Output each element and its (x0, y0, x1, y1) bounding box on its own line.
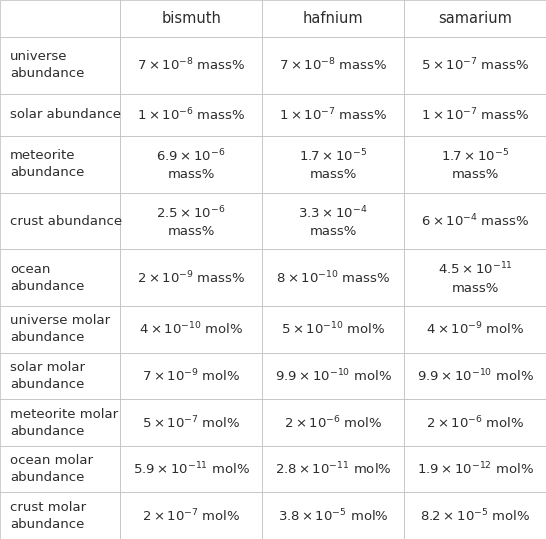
Bar (0, 136, 120, 193)
Text: ocean
abundance: ocean abundance (10, 263, 84, 293)
Bar (120, 493, 262, 539)
Text: $7\times10^{-8}$ mass%: $7\times10^{-8}$ mass% (279, 57, 387, 74)
Bar (404, 136, 546, 193)
Bar (262, 446, 404, 493)
Text: $9.9\times10^{-10}$ mol%: $9.9\times10^{-10}$ mol% (275, 368, 391, 384)
Bar (120, 37, 262, 94)
Text: ocean molar
abundance: ocean molar abundance (10, 454, 93, 484)
Bar (120, 250, 262, 306)
Bar (0, 193, 120, 250)
Text: $1\times10^{-6}$ mass%: $1\times10^{-6}$ mass% (137, 107, 245, 123)
Text: $3.8\times10^{-5}$ mol%: $3.8\times10^{-5}$ mol% (278, 507, 388, 524)
Bar (0, 446, 120, 493)
Text: $5\times10^{-7}$ mass%: $5\times10^{-7}$ mass% (421, 57, 529, 74)
Text: universe molar
abundance: universe molar abundance (10, 314, 110, 344)
Bar (120, 0, 262, 37)
Bar (262, 493, 404, 539)
Bar (262, 353, 404, 399)
Text: $8\times10^{-10}$ mass%: $8\times10^{-10}$ mass% (276, 270, 390, 286)
Text: $1.7\times10^{-5}$
mass%: $1.7\times10^{-5}$ mass% (299, 148, 367, 181)
Text: meteorite molar
abundance: meteorite molar abundance (10, 407, 118, 438)
Bar (262, 306, 404, 353)
Bar (404, 306, 546, 353)
Bar (120, 353, 262, 399)
Bar (262, 250, 404, 306)
Bar (0, 0, 120, 37)
Text: $2\times10^{-7}$ mol%: $2\times10^{-7}$ mol% (142, 507, 240, 524)
Bar (0, 250, 120, 306)
Text: $7\times10^{-8}$ mass%: $7\times10^{-8}$ mass% (137, 57, 245, 74)
Bar (404, 493, 546, 539)
Text: crust abundance: crust abundance (10, 215, 122, 227)
Bar (262, 0, 404, 37)
Bar (0, 399, 120, 446)
Bar (0, 493, 120, 539)
Text: samarium: samarium (438, 11, 512, 26)
Bar (120, 446, 262, 493)
Bar (262, 399, 404, 446)
Text: $8.2\times10^{-5}$ mol%: $8.2\times10^{-5}$ mol% (420, 507, 530, 524)
Bar (0, 306, 120, 353)
Bar (404, 37, 546, 94)
Bar (404, 399, 546, 446)
Bar (120, 94, 262, 136)
Bar (404, 94, 546, 136)
Bar (262, 136, 404, 193)
Bar (404, 353, 546, 399)
Text: $5.9\times10^{-11}$ mol%: $5.9\times10^{-11}$ mol% (133, 461, 250, 478)
Text: hafnium: hafnium (302, 11, 364, 26)
Bar (120, 399, 262, 446)
Text: $5\times10^{-7}$ mol%: $5\times10^{-7}$ mol% (142, 414, 240, 431)
Text: $4\times10^{-9}$ mol%: $4\times10^{-9}$ mol% (426, 321, 524, 338)
Text: $1.9\times10^{-12}$ mol%: $1.9\times10^{-12}$ mol% (417, 461, 533, 478)
Bar (0, 353, 120, 399)
Bar (404, 0, 546, 37)
Text: $1\times10^{-7}$ mass%: $1\times10^{-7}$ mass% (421, 107, 529, 123)
Text: $2\times10^{-6}$ mol%: $2\times10^{-6}$ mol% (426, 414, 524, 431)
Bar (0, 94, 120, 136)
Bar (404, 446, 546, 493)
Bar (0, 37, 120, 94)
Text: meteorite
abundance: meteorite abundance (10, 149, 84, 179)
Text: bismuth: bismuth (161, 11, 221, 26)
Text: $1\times10^{-7}$ mass%: $1\times10^{-7}$ mass% (279, 107, 387, 123)
Bar (404, 250, 546, 306)
Text: crust molar
abundance: crust molar abundance (10, 501, 86, 531)
Bar (120, 193, 262, 250)
Text: $6.9\times10^{-6}$
mass%: $6.9\times10^{-6}$ mass% (157, 148, 225, 181)
Text: solar abundance: solar abundance (10, 108, 121, 121)
Text: $2\times10^{-6}$ mol%: $2\times10^{-6}$ mol% (284, 414, 382, 431)
Text: $4.5\times10^{-11}$
mass%: $4.5\times10^{-11}$ mass% (437, 261, 513, 295)
Text: $7\times10^{-9}$ mol%: $7\times10^{-9}$ mol% (142, 368, 240, 384)
Bar (262, 193, 404, 250)
Text: $6\times10^{-4}$ mass%: $6\times10^{-4}$ mass% (421, 213, 529, 230)
Bar (262, 37, 404, 94)
Bar (120, 136, 262, 193)
Text: universe
abundance: universe abundance (10, 50, 84, 80)
Text: solar molar
abundance: solar molar abundance (10, 361, 85, 391)
Bar (404, 193, 546, 250)
Text: $2\times10^{-9}$ mass%: $2\times10^{-9}$ mass% (137, 270, 245, 286)
Text: $3.3\times10^{-4}$
mass%: $3.3\times10^{-4}$ mass% (298, 204, 368, 238)
Bar (120, 306, 262, 353)
Text: $2.8\times10^{-11}$ mol%: $2.8\times10^{-11}$ mol% (275, 461, 391, 478)
Bar (262, 94, 404, 136)
Text: $5\times10^{-10}$ mol%: $5\times10^{-10}$ mol% (281, 321, 385, 338)
Text: $2.5\times10^{-6}$
mass%: $2.5\times10^{-6}$ mass% (157, 204, 225, 238)
Text: $9.9\times10^{-10}$ mol%: $9.9\times10^{-10}$ mol% (417, 368, 533, 384)
Text: $1.7\times10^{-5}$
mass%: $1.7\times10^{-5}$ mass% (441, 148, 509, 181)
Text: $4\times10^{-10}$ mol%: $4\times10^{-10}$ mol% (139, 321, 244, 338)
